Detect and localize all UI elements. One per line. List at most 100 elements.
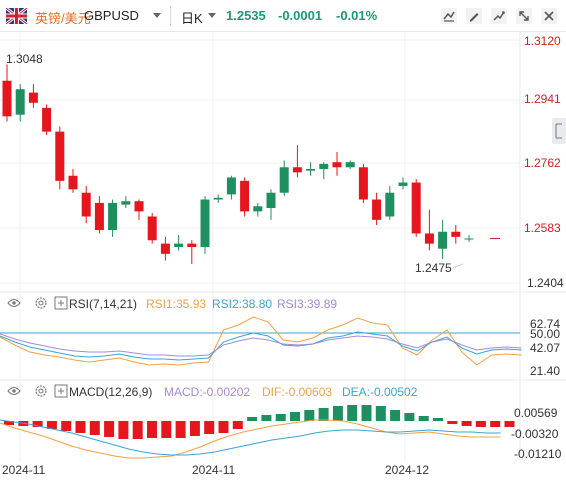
macd-bar [189, 421, 200, 436]
macd-bar [318, 408, 329, 421]
candle-body [451, 231, 461, 237]
candle-body [160, 243, 170, 254]
time-tick: 2024-11 [2, 463, 45, 477]
period-dropdown-icon[interactable] [208, 13, 216, 18]
rsi-axis: 62.74 50.00 42.07 21.40 [530, 317, 560, 378]
rsi-title: RSI(7,14,21) [69, 297, 137, 311]
macd-bar [390, 410, 401, 421]
candle-body [94, 202, 104, 231]
pair-name[interactable]: 英镑/美元 [35, 11, 91, 26]
candle-body [55, 131, 65, 181]
settings-icon[interactable] [35, 297, 47, 309]
candle-body [2, 80, 12, 117]
dif-line [0, 419, 501, 459]
price-tick: 1.2583 [524, 221, 561, 235]
macd-tick: -0.01210 [514, 447, 562, 461]
macd-bar [4, 421, 14, 425]
indicator-swap-icon[interactable] [54, 384, 68, 398]
macd-value: MACD:-0.00202 [164, 385, 250, 399]
close-icon[interactable] [540, 7, 558, 25]
candle-body [372, 199, 382, 220]
rsi-tick: 42.07 [530, 341, 560, 355]
macd-header: MACD(12,26,9) MACD:-0.00202 DIF:-0.00603… [7, 384, 418, 399]
pair-dropdown-icon[interactable] [153, 13, 161, 18]
low-marker-leader [452, 263, 464, 269]
macd-bar [347, 405, 358, 421]
rsi3-value: RSI3:39.89 [277, 297, 337, 311]
candle-body [213, 197, 223, 200]
rsi-tick: 50.00 [530, 327, 560, 341]
candle-body [306, 168, 316, 171]
settings-icon[interactable] [35, 385, 47, 397]
zoom-icon[interactable] [552, 118, 566, 144]
time-tick: 2024-11 [192, 463, 235, 477]
candle-body [345, 162, 355, 168]
dea-value: DEA:-0.00502 [342, 385, 418, 399]
candle-body [28, 92, 38, 103]
candle-body [424, 233, 434, 244]
macd-bar [232, 421, 243, 429]
macd-bar [475, 421, 486, 427]
macd-bar [275, 414, 286, 421]
candlestick-series [2, 64, 500, 264]
chart-toolbar: 英镑/美元 GBPUSD 日K 1.2535 -0.0001 -0.01% [0, 0, 566, 32]
period-select[interactable]: 日K [181, 11, 203, 26]
rsi1-value: RSI1:35.93 [146, 297, 206, 311]
toolbar-divider [170, 6, 171, 26]
candle-body [279, 167, 289, 193]
macd-histogram [4, 405, 515, 439]
rsi3-line [0, 333, 522, 357]
macd-bar [89, 421, 100, 435]
price-tick: 1.3120 [524, 34, 561, 48]
fullscreen-icon[interactable] [515, 7, 533, 25]
rsi2-value: RSI2:38.80 [212, 297, 272, 311]
macd-bar [490, 421, 501, 427]
macd-bar [218, 421, 229, 433]
macd-bar [375, 406, 386, 421]
low-price-marker: 1.2475 [415, 261, 452, 275]
draw-icon[interactable] [465, 7, 483, 25]
indicator-icon[interactable] [490, 7, 508, 25]
rsi1-line [0, 316, 522, 366]
macd-tick: -0.00320 [511, 427, 559, 441]
price-tick: 1.2762 [524, 156, 561, 170]
time-tick: 2024-12 [385, 463, 429, 477]
candle-body [464, 238, 474, 240]
macd-title: MACD(12,26,9) [69, 385, 152, 399]
macd-bar [304, 410, 315, 421]
rsi2-line [0, 331, 522, 361]
candle-body [68, 175, 78, 190]
macd-bar [104, 421, 115, 437]
macd-bar [504, 421, 515, 427]
candle-body [240, 180, 250, 212]
eye-icon[interactable] [7, 387, 21, 395]
price-tick: 1.2941 [524, 92, 561, 106]
candle-body [292, 167, 302, 173]
candle-body [134, 201, 144, 212]
macd-bar [290, 412, 300, 421]
candle-body [398, 182, 408, 186]
macd-bar [447, 421, 458, 424]
rsi-tick: 62.74 [530, 317, 560, 331]
macd-bar [332, 406, 343, 421]
indicator-swap-icon-mark [58, 388, 64, 394]
candle-body [147, 216, 157, 241]
price-axis: 1.3120 1.2941 1.2762 1.2583 1.2404 [524, 34, 564, 290]
candle-body [42, 107, 52, 132]
candle-body [108, 202, 118, 231]
dea-line [0, 419, 501, 456]
macd-bar [132, 421, 143, 439]
macd-bar [204, 421, 215, 434]
macd-bar [418, 416, 429, 421]
eye-icon[interactable] [7, 299, 21, 307]
indicator-swap-icon[interactable] [54, 296, 68, 310]
pair-code[interactable]: GBPUSD [84, 8, 139, 23]
price-tick: 1.2404 [527, 276, 564, 290]
candle-body [15, 89, 25, 115]
candle-body [358, 167, 368, 200]
chart-type-icon[interactable] [440, 7, 458, 25]
macd-bar [32, 421, 43, 427]
macd-bar [175, 421, 186, 438]
macd-bar [404, 413, 415, 421]
